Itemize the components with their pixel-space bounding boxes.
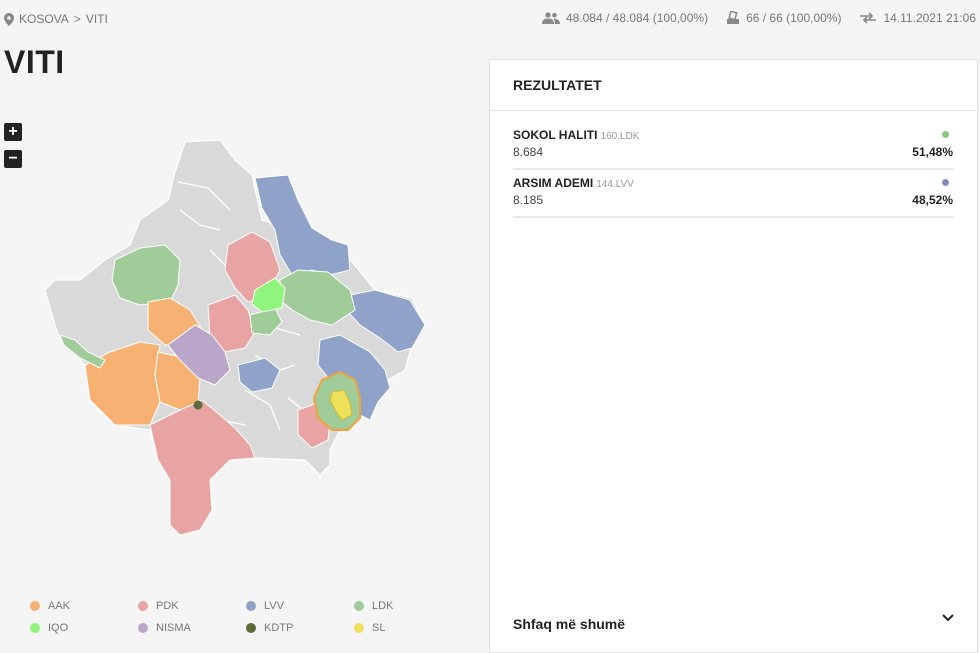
legend-dot — [354, 623, 364, 633]
legend-label: LVV — [264, 600, 284, 612]
legend-dot — [138, 601, 148, 611]
map-region-sl[interactable] — [329, 389, 353, 421]
map-region-iqo[interactable] — [251, 277, 286, 313]
candidate-row[interactable]: SOKOL HALITI 160.LDK 8.684 51,48% — [513, 128, 953, 170]
map-region-pdk-south[interactable] — [149, 399, 256, 536]
candidate-percent: 48,52% — [912, 193, 953, 207]
candidate-name: SOKOL HALITI — [513, 128, 598, 142]
candidate-name: ARSIM ADEMI — [513, 176, 594, 190]
map-region-lvv-east[interactable] — [347, 289, 426, 353]
breadcrumb: KOSOVA > VITI — [4, 12, 108, 26]
candidate-party: 160.LDK — [600, 131, 640, 142]
legend-dot — [246, 601, 256, 611]
panel-divider — [490, 110, 977, 111]
people-icon — [541, 12, 560, 24]
candidate-votes: 8.684 — [513, 145, 544, 159]
breadcrumb-current: VITI — [85, 12, 108, 26]
candidate-color-dot — [942, 179, 949, 186]
stat-updated: 14.11.2021 21:06 — [859, 11, 976, 25]
stats-bar: 48.084 / 48.084 (100,00%) 66 / 66 (100,0… — [541, 11, 976, 25]
chevron-down-icon[interactable] — [941, 613, 955, 623]
legend-dot — [138, 623, 148, 633]
map-legend: AAK PDK LVV LDK IQO NISMA KDTP SL — [30, 600, 430, 634]
map-region-nisma[interactable] — [167, 324, 231, 386]
page-title: VITI — [4, 44, 65, 80]
results-title: REZULTATET — [513, 77, 602, 93]
legend-item-kdtp: KDTP — [246, 622, 354, 634]
map-region-ldk-strip[interactable] — [59, 334, 106, 369]
candidate-name-line: SOKOL HALITI 160.LDK — [513, 128, 639, 142]
legend-item-aak: AAK — [30, 600, 138, 612]
breadcrumb-separator: > — [73, 12, 81, 26]
stat-stations: 66 / 66 (100,00%) — [726, 11, 841, 25]
legend-label: PDK — [156, 600, 179, 612]
legend-label: IQO — [48, 622, 69, 634]
sync-arrows-icon — [860, 12, 877, 24]
candidate-party: 144.LVV — [596, 179, 634, 190]
candidate-name-line: ARSIM ADEMI 144.LVV — [513, 176, 634, 190]
candidate-color-dot — [942, 131, 949, 138]
location-pin-icon — [4, 12, 14, 26]
legend-dot — [30, 601, 40, 611]
candidate-votes: 8.185 — [513, 193, 544, 207]
legend-item-sl: SL — [354, 622, 462, 634]
zoom-in-button[interactable]: + — [4, 123, 22, 141]
map-region-ldk-west[interactable] — [111, 244, 181, 306]
legend-label: KDTP — [264, 622, 294, 634]
legend-dot — [354, 601, 364, 611]
legend-label: NISMA — [156, 622, 191, 634]
legend-item-iqo: IQO — [30, 622, 138, 634]
stat-updated-value: 14.11.2021 21:06 — [883, 11, 976, 25]
legend-label: SL — [372, 622, 386, 634]
stat-voters: 48.084 / 48.084 (100,00%) — [541, 11, 709, 25]
candidate-percent: 51,48% — [912, 145, 953, 159]
results-panel: REZULTATET SOKOL HALITI 160.LDK 8.684 51,… — [489, 59, 978, 653]
map-region-ldk-center[interactable] — [279, 269, 356, 326]
map-region-kdtp[interactable] — [193, 400, 203, 410]
ballot-box-icon — [727, 11, 740, 24]
candidate-row[interactable]: ARSIM ADEMI 144.LVV 8.185 48,52% — [513, 176, 953, 218]
legend-dot — [246, 623, 256, 633]
legend-label: LDK — [372, 600, 394, 612]
map-region-lvv-center[interactable] — [237, 357, 281, 393]
legend-item-pdk: PDK — [138, 600, 246, 612]
kosovo-map[interactable] — [30, 130, 450, 550]
stat-stations-value: 66 / 66 (100,00%) — [746, 11, 842, 25]
legend-item-lvv: LVV — [246, 600, 354, 612]
show-more-button[interactable]: Shfaq më shumë — [513, 616, 626, 632]
map-region-lvv-north[interactable] — [254, 174, 351, 276]
legend-item-nisma: NISMA — [138, 622, 246, 634]
zoom-out-button[interactable]: − — [4, 150, 22, 168]
legend-dot — [30, 623, 40, 633]
legend-label: AAK — [48, 600, 71, 612]
breadcrumb-root[interactable]: KOSOVA — [19, 12, 69, 26]
stat-voters-value: 48.084 / 48.084 (100,00%) — [565, 11, 709, 25]
top-bar: KOSOVA > VITI 48.084 / 48.084 (100,00%) … — [0, 0, 980, 38]
legend-item-ldk: LDK — [354, 600, 462, 612]
